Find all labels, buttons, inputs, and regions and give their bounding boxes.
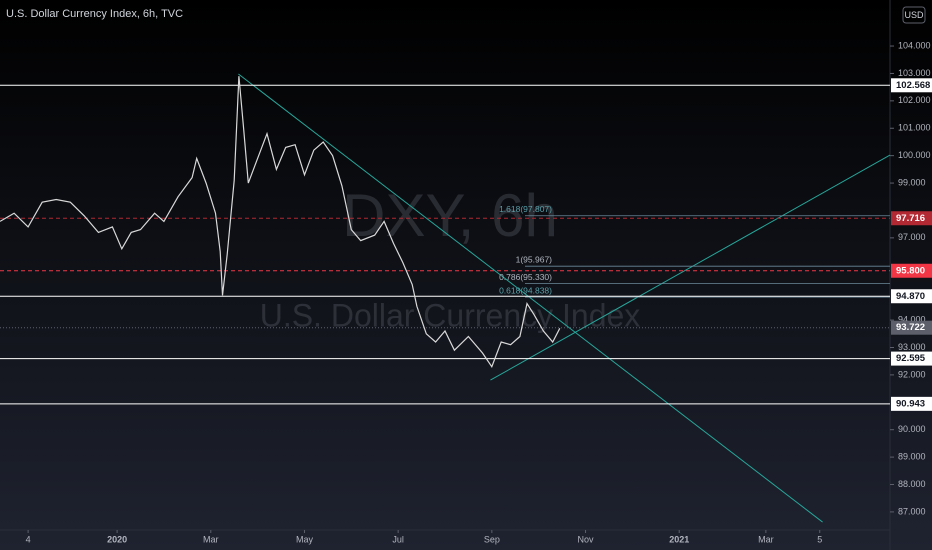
x-tick-label: 2020: [107, 534, 127, 544]
y-tick-label: 100.000: [898, 150, 931, 160]
chart-title: U.S. Dollar Currency Index, 6h, TVC: [6, 8, 183, 20]
fib-label: 1.618(97.807): [499, 204, 552, 214]
x-tick-label: Jul: [392, 534, 404, 544]
level-badge: [891, 78, 932, 93]
fib-label: 1(95.967): [516, 254, 553, 264]
level-label: 90.943: [896, 398, 925, 409]
y-tick-label: 93.000: [898, 342, 926, 352]
level-badge: [891, 320, 932, 335]
level-label: 102.568: [896, 80, 930, 91]
y-tick-label: 101.000: [898, 123, 931, 133]
y-tick-label: 102.000: [898, 95, 931, 105]
y-tick-label: 94.000: [898, 314, 926, 324]
x-tick-label: 2021: [669, 534, 689, 544]
currency-label[interactable]: USD: [904, 10, 924, 20]
y-tick-label: 103.000: [898, 68, 931, 78]
y-tick-label: 99.000: [898, 177, 926, 187]
currency-badge[interactable]: [902, 6, 926, 24]
fib-label: 0.618(94.838): [499, 285, 552, 295]
fib-label: 0.786(95.330): [499, 272, 552, 282]
x-tick-label: May: [296, 534, 314, 544]
x-tick-label: Nov: [578, 534, 595, 544]
y-tick-label: 88.000: [898, 479, 926, 489]
level-badge: [891, 289, 932, 304]
level-badge: [891, 211, 932, 226]
y-tick-label: 87.000: [898, 506, 926, 516]
x-tick-label: 4: [26, 534, 31, 544]
price-line: [0, 76, 561, 368]
y-tick-label: 104.000: [898, 40, 931, 50]
x-tick-label: Mar: [758, 534, 774, 544]
y-tick-label: 92.000: [898, 369, 926, 379]
x-tick-label: Mar: [203, 534, 219, 544]
level-label: 95.800: [896, 265, 925, 276]
level-label: 97.716: [896, 213, 925, 224]
level-badge: [891, 396, 932, 411]
y-tick-label: 97.000: [898, 232, 926, 242]
level-label: 92.595: [896, 353, 926, 364]
level-label: 94.870: [896, 291, 925, 302]
x-tick-label: Sep: [484, 534, 500, 544]
level-label: 93.722: [896, 322, 925, 333]
y-tick-label: 90.000: [898, 424, 926, 434]
x-tick-label: 5: [817, 534, 822, 544]
y-tick-label: 89.000: [898, 451, 926, 461]
trend-line: [238, 73, 823, 523]
watermark: DXY, 6h: [342, 182, 558, 249]
level-badge: [891, 351, 932, 366]
level-badge: [891, 263, 932, 278]
trend-line: [490, 154, 891, 381]
